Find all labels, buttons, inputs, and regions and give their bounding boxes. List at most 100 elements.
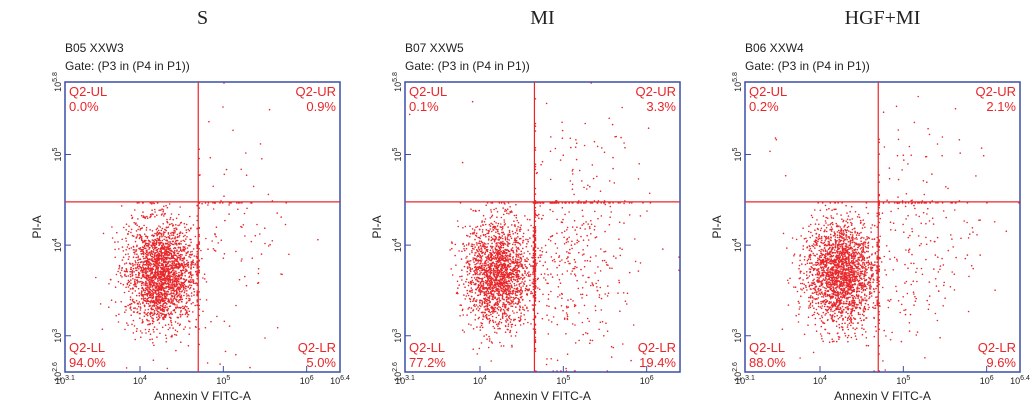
dot: [146, 298, 148, 301]
dot: [471, 250, 473, 252]
dot: [130, 271, 133, 273]
dot: [472, 310, 474, 312]
cell-dots: [95, 202, 198, 370]
dot: [581, 254, 584, 256]
dot: [166, 226, 168, 229]
dot: [501, 227, 504, 230]
dot: [487, 318, 489, 321]
dot: [137, 287, 140, 290]
dot: [566, 270, 569, 272]
dot: [515, 246, 518, 248]
dot: [498, 321, 501, 323]
dot: [460, 304, 463, 307]
dot: [485, 281, 487, 284]
dot: [158, 299, 161, 301]
dot: [146, 282, 148, 284]
dot: [189, 284, 191, 286]
dot: [478, 347, 481, 350]
dot: [139, 258, 142, 261]
dot: [118, 264, 121, 267]
dot: [571, 240, 573, 243]
dot: [181, 257, 184, 260]
dot: [155, 266, 157, 268]
dot: [514, 265, 517, 267]
dot: [138, 312, 141, 315]
dot: [467, 294, 470, 297]
dot: [158, 275, 160, 278]
dot: [178, 257, 181, 259]
dot: [505, 303, 508, 306]
dot: [493, 308, 496, 311]
dot: [155, 242, 158, 244]
dot: [472, 300, 474, 303]
dot: [499, 279, 501, 282]
dot: [165, 229, 167, 232]
dot: [495, 316, 498, 319]
dot: [196, 204, 198, 207]
dot: [547, 238, 550, 241]
dot: [502, 273, 504, 275]
dot: [528, 288, 530, 290]
dot: [469, 233, 472, 235]
dot: [187, 286, 189, 289]
dot: [130, 214, 133, 217]
dot: [485, 262, 487, 264]
dot: [185, 229, 188, 231]
dot: [208, 120, 210, 123]
dot: [506, 237, 509, 239]
dot: [480, 247, 483, 249]
dot: [174, 236, 177, 238]
dot: [620, 136, 622, 139]
dot: [609, 205, 612, 208]
dot: [176, 304, 178, 306]
dot: [468, 306, 471, 309]
dot: [624, 146, 626, 149]
dot: [147, 267, 149, 270]
dot: [638, 163, 640, 165]
dot: [117, 270, 119, 273]
dot: [549, 240, 552, 242]
dot: [493, 208, 495, 211]
dot: [479, 263, 481, 265]
dot: [479, 254, 482, 257]
dot: [552, 316, 555, 318]
dot: [161, 294, 164, 297]
dot: [530, 224, 532, 227]
dot: [156, 293, 159, 295]
dot: [509, 263, 512, 265]
dot: [261, 158, 263, 160]
dot: [467, 281, 470, 284]
dot: [576, 279, 578, 282]
dot: [136, 236, 138, 238]
dot: [127, 275, 130, 277]
dot: [587, 239, 590, 241]
dot: [141, 286, 144, 289]
dot: [184, 308, 187, 311]
dot: [559, 294, 561, 296]
dot: [136, 224, 138, 226]
dot: [506, 257, 509, 259]
dot: [164, 235, 166, 238]
dot: [504, 271, 507, 274]
dot: [153, 304, 156, 307]
dot: [530, 323, 532, 325]
dot: [486, 270, 489, 272]
dot: [509, 206, 511, 208]
dot: [458, 250, 460, 252]
dot: [477, 242, 479, 244]
dot: [475, 288, 477, 291]
dot: [574, 342, 577, 344]
dot: [170, 313, 173, 315]
dot: [152, 265, 155, 268]
dot: [160, 315, 163, 317]
dot: [186, 306, 188, 308]
dot: [156, 295, 158, 298]
dot: [162, 265, 164, 267]
dot: [150, 250, 153, 252]
dot: [491, 247, 493, 249]
dot: [153, 313, 155, 316]
dot: [153, 263, 156, 266]
dot: [128, 247, 131, 250]
dot: [125, 262, 128, 264]
dot: [621, 106, 623, 109]
